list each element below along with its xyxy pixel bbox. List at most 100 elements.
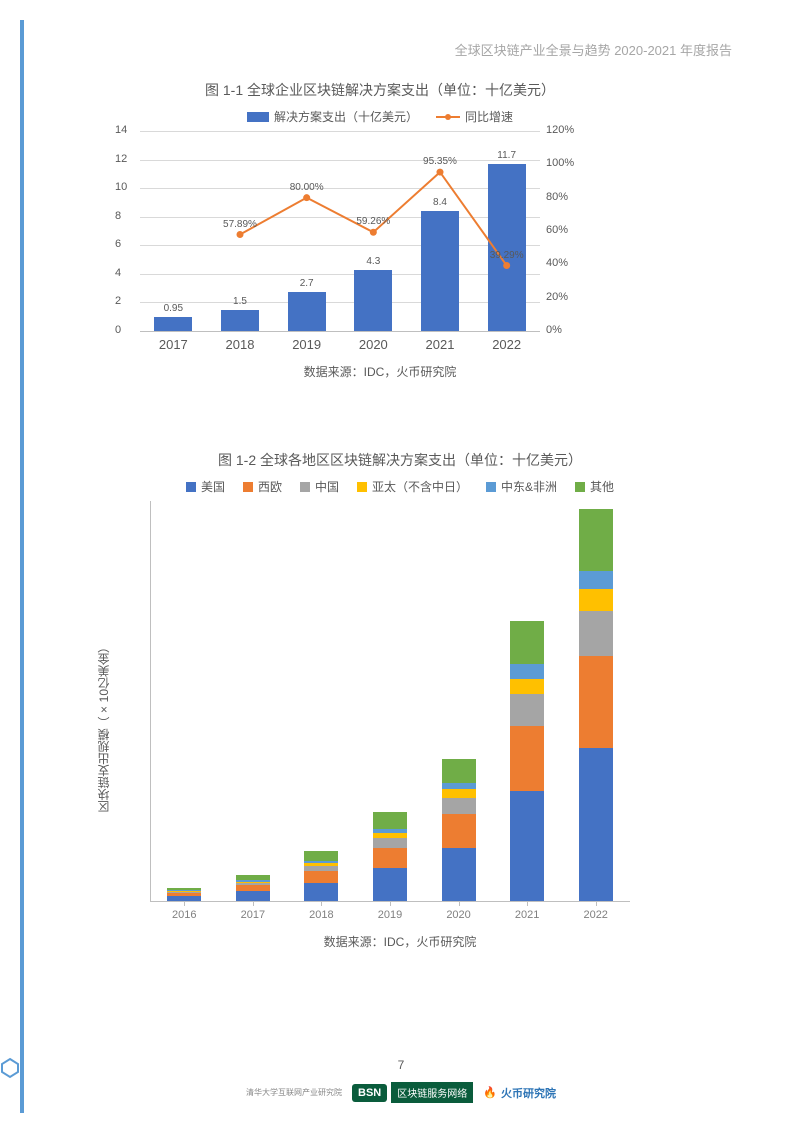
y2-tick: 80% — [546, 191, 568, 203]
chart2-bar-seg — [304, 883, 338, 901]
chart1-line — [140, 131, 540, 331]
chart2-legend: 美国 西欧 中国 亚太（不含中日） 中东&非洲 其他 — [100, 478, 700, 495]
chart2-bar-seg — [167, 891, 201, 892]
chart2-bar-seg — [304, 866, 338, 871]
logo-org1: 清华大学互联网产业研究院 — [246, 1087, 342, 1098]
chart2-bar-seg — [304, 871, 338, 883]
x-tick-mark — [253, 901, 254, 906]
y2-tick: 100% — [546, 157, 574, 169]
x-tick-mark — [184, 901, 185, 906]
page-left-border — [20, 20, 24, 1113]
chart2-bar-seg — [304, 851, 338, 861]
legend-swatch — [486, 482, 496, 492]
x-tick: 2020 — [437, 909, 481, 921]
chart2-bar-seg — [304, 861, 338, 864]
chart2-legend-item: 其他 — [575, 478, 614, 495]
x-tick-mark — [459, 901, 460, 906]
x-tick-mark — [596, 901, 597, 906]
logo-huobi: 🔥 火币研究院 — [483, 1085, 556, 1101]
chart2-bar-seg — [579, 748, 613, 901]
y-axis — [150, 501, 151, 901]
chart2-bar-seg — [579, 611, 613, 656]
chart2-bar-seg — [373, 829, 407, 833]
legend-swatch — [243, 482, 253, 492]
chart2-bar-seg — [510, 694, 544, 726]
line-swatch — [436, 116, 460, 118]
page-footer: 7 清华大学互联网产业研究院 BSN 区块链服务网络 🔥 火币研究院 — [0, 1058, 802, 1103]
chart2-bar-seg — [373, 868, 407, 901]
chart2-bar-seg — [442, 814, 476, 847]
page-number: 7 — [0, 1058, 802, 1072]
chart2-bar-seg — [579, 589, 613, 611]
chart1-plot: 024681012140%20%40%60%80%100%120%0.95201… — [140, 131, 600, 351]
x-tick: 2022 — [487, 337, 527, 352]
chart2-bar-seg — [373, 812, 407, 829]
x-tick: 2017 — [153, 337, 193, 352]
chart1-source: 数据来源：IDC，火币研究院 — [100, 363, 660, 380]
logo-bsn: BSN 区块链服务网络 — [352, 1082, 473, 1103]
chart2-bar-seg — [373, 848, 407, 868]
legend-label: 亚太（不含中日） — [372, 478, 468, 495]
chart1-legend: 解决方案支出（十亿美元） 同比增速 — [100, 108, 660, 125]
chart2-legend-item: 中东&非洲 — [486, 478, 557, 495]
legend-bar-label: 解决方案支出（十亿美元） — [274, 108, 418, 125]
chart2-bar-seg — [167, 890, 201, 891]
y2-tick: 40% — [546, 257, 568, 269]
chart2-bar-seg — [373, 833, 407, 838]
chart2-legend-item: 西欧 — [243, 478, 282, 495]
chart2-bar-seg — [510, 726, 544, 791]
chart2-bar-seg — [236, 891, 270, 901]
hex-icon — [0, 1058, 20, 1078]
legend-line-label: 同比增速 — [465, 108, 513, 125]
chart2-bar-seg — [442, 789, 476, 797]
chart2-bar-seg — [510, 679, 544, 694]
legend-label: 中国 — [315, 478, 339, 495]
chart2-bar-seg — [236, 880, 270, 881]
y2-tick: 0% — [546, 324, 562, 336]
chart1-title: 图 1-1 全球企业区块链解决方案支出（单位：十亿美元） — [100, 80, 660, 100]
chart2-bar-seg — [167, 888, 201, 891]
huobi-text: 火币研究院 — [501, 1085, 556, 1101]
line-value-label: 57.89% — [215, 219, 265, 230]
legend-label: 中东&非洲 — [501, 478, 557, 495]
chart2-bar-seg — [236, 885, 270, 891]
bsn-badge: BSN — [352, 1084, 387, 1102]
y2-tick: 60% — [546, 224, 568, 236]
x-tick-mark — [321, 901, 322, 906]
x-tick: 2021 — [420, 337, 460, 352]
chart2-bar-seg — [304, 863, 338, 866]
x-tick: 2021 — [505, 909, 549, 921]
x-tick: 2022 — [574, 909, 618, 921]
chart2-bar-seg — [579, 509, 613, 571]
line-value-label: 59.26% — [348, 216, 398, 227]
x-tick: 2019 — [287, 337, 327, 352]
chart2-bar-seg — [579, 571, 613, 589]
x-tick: 2018 — [299, 909, 343, 921]
chart2-bar-seg — [442, 798, 476, 815]
chart2-container: 图 1-2 全球各地区区块链解决方案支出（单位：十亿美元） 美国 西欧 中国 亚太（不… — [100, 450, 700, 950]
chart2-title: 图 1-2 全球各地区区块链解决方案支出（单位：十亿美元） — [100, 450, 700, 470]
chart2-legend-item: 亚太（不含中日） — [357, 478, 468, 495]
chart2-y-title: 区块链支出规模（×10亿美金） — [95, 641, 112, 812]
chart2-bar-seg — [510, 621, 544, 664]
legend-label: 美国 — [201, 478, 225, 495]
bar-swatch — [247, 112, 269, 122]
footer-logos: 清华大学互联网产业研究院 BSN 区块链服务网络 🔥 火币研究院 — [0, 1082, 802, 1103]
chart1-legend-line: 同比增速 — [436, 108, 513, 125]
chart2-bar-seg — [442, 848, 476, 901]
y2-tick: 20% — [546, 291, 568, 303]
chart2-bar-seg — [167, 893, 201, 896]
chart2-bar-seg — [236, 882, 270, 883]
x-tick-mark — [390, 901, 391, 906]
line-value-label: 95.35% — [415, 156, 465, 167]
chart2-bar-seg — [236, 883, 270, 885]
chart1-container: 图 1-1 全球企业区块链解决方案支出（单位：十亿美元） 解决方案支出（十亿美元… — [100, 80, 660, 380]
chart2-bar-seg — [510, 791, 544, 901]
chart2-source: 数据来源：IDC，火币研究院 — [100, 933, 700, 950]
chart2-bar-seg — [579, 656, 613, 748]
x-tick-mark — [527, 901, 528, 906]
flame-icon: 🔥 — [483, 1086, 497, 1099]
legend-swatch — [575, 482, 585, 492]
x-axis — [140, 331, 540, 332]
legend-label: 其他 — [590, 478, 614, 495]
